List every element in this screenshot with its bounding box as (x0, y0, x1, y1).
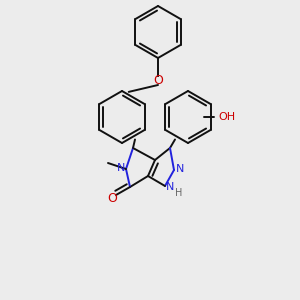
Text: N: N (166, 182, 174, 192)
Text: N: N (117, 163, 125, 173)
Text: H: H (175, 188, 183, 198)
Text: O: O (107, 191, 117, 205)
Text: OH: OH (218, 112, 235, 122)
Text: N: N (176, 164, 184, 174)
Text: O: O (153, 74, 163, 86)
